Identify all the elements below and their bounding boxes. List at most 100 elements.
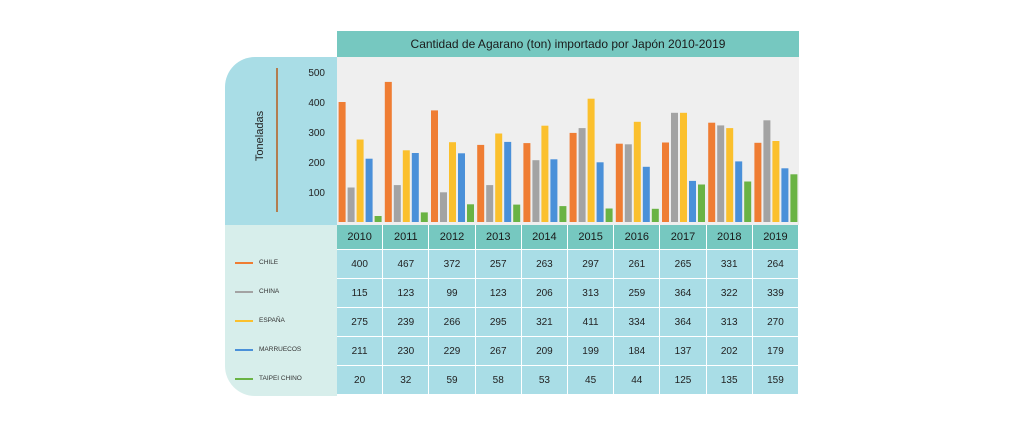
legend-swatch: [235, 377, 253, 380]
bar-marruecos-2015: [596, 162, 604, 222]
bar-taipei-chino-2015: [605, 208, 613, 222]
legend-item-chile: CHILE: [235, 259, 278, 266]
table-row-taipei-chino: 20 32 59 58 53 45 44 125 135 159: [337, 365, 800, 394]
table-cell: 266: [429, 307, 476, 336]
table-cell: 59: [429, 365, 476, 394]
bar-taipei-chino-2017: [698, 184, 705, 222]
bar-marruecos-2017: [689, 180, 696, 222]
y-axis-panel: [225, 57, 337, 225]
table-cell: 123: [383, 278, 430, 307]
y-tick-label: 400: [308, 98, 325, 109]
table-cell: 125: [660, 365, 707, 394]
table-cell: 467: [383, 249, 430, 278]
bar-chile-2012: [431, 110, 438, 222]
table-row-china: 115 123 99 123 206 313 259 364 322 339: [337, 278, 800, 307]
chart-title: Cantidad de Agarano (ton) importado por …: [337, 31, 799, 57]
bar-españa-2013: [495, 133, 503, 222]
table-row-chile: 400 467 372 257 263 297 261 265 331 264: [337, 249, 800, 278]
legend-item-españa: ESPAÑA: [235, 317, 285, 324]
table-cell: 364: [660, 278, 707, 307]
table-cell: 211: [337, 336, 384, 365]
legend-item-china: CHINA: [235, 288, 279, 295]
bar-china-2014: [532, 160, 540, 222]
bar-marruecos-2018: [735, 161, 743, 222]
table-cell: 257: [475, 249, 522, 278]
table-cell: 115: [337, 278, 384, 307]
bar-china-2012: [440, 192, 447, 222]
legend-swatch: [235, 319, 253, 322]
table-cell: 45: [568, 365, 615, 394]
year-header-2017: 2017: [660, 225, 707, 249]
bar-españa-2019: [772, 141, 780, 222]
bar-chile-2015: [569, 132, 577, 222]
bar-taipei-chino-2014: [559, 206, 567, 222]
bar-taipei-chino-2013: [513, 204, 521, 222]
table-cell: 123: [475, 278, 522, 307]
table-cell: 206: [521, 278, 569, 307]
table-cell: 372: [429, 249, 476, 278]
bar-marruecos-2014: [550, 159, 558, 222]
table-cell: 44: [614, 365, 661, 394]
year-header-2012: 2012: [429, 225, 476, 249]
bar-españa-2016: [633, 121, 641, 222]
table-cell: 331: [706, 249, 753, 278]
bar-chile-2010: [338, 102, 346, 222]
table-cell: 313: [706, 307, 753, 336]
table-cell: 137: [660, 336, 707, 365]
bar-taipei-chino-2011: [420, 212, 428, 222]
table-cell: 230: [383, 336, 430, 365]
legend-item-taipei-chino: TAIPEI CHINO: [235, 375, 302, 382]
table-cell: 179: [752, 336, 800, 365]
bar-españa-2018: [726, 128, 734, 222]
table-cell: 339: [752, 278, 800, 307]
table-cell: 58: [475, 365, 522, 394]
table-cell: 99: [429, 278, 476, 307]
table-cell: 267: [475, 336, 522, 365]
bar-china-2019: [763, 120, 771, 222]
y-axis-decorative-line: [276, 68, 278, 212]
table-cell: 261: [614, 249, 661, 278]
table-cell: 263: [521, 249, 569, 278]
table-cell: 32: [383, 365, 430, 394]
table-cell: 135: [706, 365, 753, 394]
table-cell: 364: [660, 307, 707, 336]
bar-taipei-chino-2018: [744, 181, 752, 222]
bar-marruecos-2013: [504, 141, 512, 222]
bar-taipei-chino-2010: [374, 216, 382, 222]
y-tick-label: 200: [308, 158, 325, 169]
year-header-2010: 2010: [337, 225, 384, 249]
table-cell: 275: [337, 307, 384, 336]
table-cell: 264: [752, 249, 800, 278]
bar-chile-2017: [662, 142, 669, 222]
year-header-2015: 2015: [568, 225, 615, 249]
bar-marruecos-2012: [458, 153, 465, 222]
legend-swatch: [235, 348, 253, 351]
table-cell: 270: [752, 307, 800, 336]
legend-swatch: [235, 290, 253, 293]
table-cell: 239: [383, 307, 430, 336]
table-cell: 400: [337, 249, 384, 278]
table-cell: 53: [521, 365, 569, 394]
table-cell: 184: [614, 336, 661, 365]
bar-china-2018: [717, 125, 725, 222]
table-cell: 202: [706, 336, 753, 365]
bar-españa-2010: [356, 139, 364, 222]
year-header-2011: 2011: [383, 225, 430, 249]
bar-chile-2019: [754, 142, 762, 222]
bar-marruecos-2010: [365, 158, 373, 222]
table-cell: 159: [752, 365, 800, 394]
bar-chile-2016: [615, 143, 623, 222]
table-cell: 209: [521, 336, 569, 365]
data-table: 2010 2011 2012 2013 2014 2015 2016 2017 2018 2019…: [337, 225, 800, 394]
table-cell: 411: [568, 307, 615, 336]
legend-label: TAIPEI CHINO: [259, 375, 302, 382]
bar-china-2016: [624, 144, 632, 222]
legend-label: MARRUECOS: [259, 346, 302, 353]
bar-marruecos-2011: [411, 153, 419, 222]
table-cell: 295: [475, 307, 522, 336]
table-cell: 229: [429, 336, 476, 365]
legend-swatch: [235, 261, 253, 264]
table-cell: 20: [337, 365, 384, 394]
bar-chile-2018: [708, 122, 716, 222]
